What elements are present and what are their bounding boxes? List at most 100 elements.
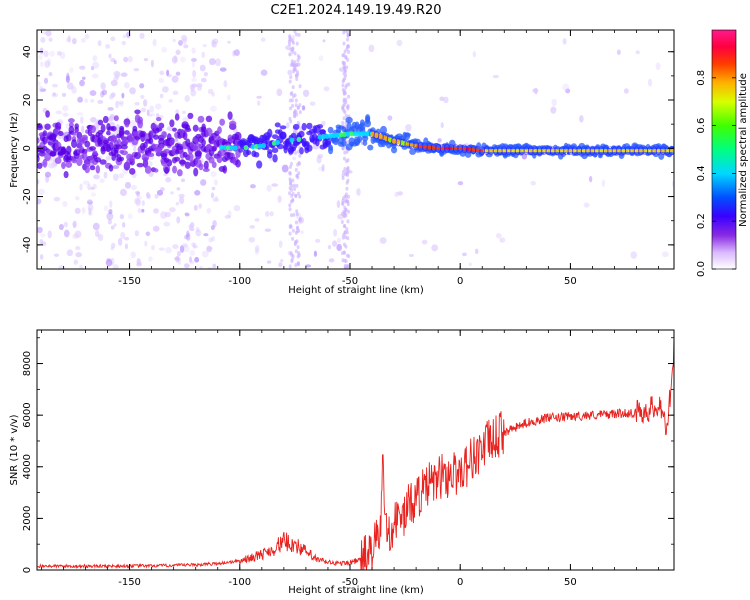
spectrogram-noise-cell bbox=[44, 171, 51, 178]
spectrogram-streak-cell bbox=[342, 64, 346, 69]
spectrogram-noise-cell bbox=[189, 83, 196, 90]
spectrogram-noise-cell bbox=[134, 230, 140, 237]
spectrogram-streak-cell bbox=[296, 262, 300, 267]
spectrogram-edge-cell bbox=[607, 146, 613, 156]
spectrogram-streak-cell bbox=[291, 254, 295, 259]
spectrogram-noise-cell bbox=[166, 74, 172, 78]
spectrogram-band-cell bbox=[128, 167, 136, 175]
spectrogram-streak-cell bbox=[290, 61, 294, 66]
spectrogram-noise-cell bbox=[40, 37, 46, 43]
spectrogram-streak-cell bbox=[296, 149, 300, 154]
spectrogram-edge-cell bbox=[616, 146, 622, 156]
spectrogram-noise-cell bbox=[67, 35, 71, 43]
spectrogram-noise-cell bbox=[321, 164, 325, 172]
spectrogram-streak-cell bbox=[342, 116, 346, 121]
spectrogram-edge-cell bbox=[395, 137, 402, 147]
spectrogram-band-cell bbox=[245, 150, 252, 156]
spectrogram-band-cell bbox=[319, 128, 326, 135]
spectrogram-streak-cell bbox=[341, 53, 345, 58]
spectrogram-streak-cell bbox=[296, 245, 300, 250]
spectrogram-band-cell bbox=[235, 159, 241, 168]
spectrogram-noise-cell bbox=[211, 92, 215, 97]
spectrogram-noise-cell bbox=[92, 222, 100, 231]
spectrogram-noise-cell bbox=[129, 87, 136, 95]
spectrogram-band-cell bbox=[108, 164, 114, 172]
spectrogram-noise-cell bbox=[48, 37, 53, 42]
spectrogram-noise-cell bbox=[150, 59, 155, 68]
spectrogram-noise-cell bbox=[172, 38, 176, 43]
spectrogram-streak-cell bbox=[294, 240, 298, 245]
spectrogram-noise-cell bbox=[588, 175, 593, 183]
spectrogram-noise-cell bbox=[110, 80, 118, 87]
spectrogram-band-cell bbox=[292, 123, 300, 130]
spectrogram-noise-cell bbox=[154, 194, 159, 199]
spectrogram-streak-cell bbox=[346, 166, 350, 171]
spectrogram-noise-cell bbox=[81, 76, 86, 80]
spectrogram-noise-cell bbox=[124, 181, 132, 189]
spectrogram-noise-cell bbox=[194, 256, 200, 263]
spectrogram-streak-cell bbox=[340, 251, 344, 256]
spectrogram-noise-cell bbox=[495, 233, 502, 239]
spectrogram-streak-cell bbox=[290, 98, 294, 103]
spectrogram-noise-cell bbox=[48, 162, 55, 169]
spectrogram-noise-cell bbox=[90, 98, 95, 103]
spectrogram-streak-cell bbox=[289, 251, 293, 256]
spectrogram-band-cell bbox=[182, 131, 188, 141]
spectrogram-band-cell bbox=[299, 147, 304, 155]
spectrogram-noise-cell bbox=[141, 200, 145, 207]
spectrogram-noise-cell bbox=[107, 219, 112, 225]
spectrogram-band-cell bbox=[45, 110, 50, 118]
spectrogram-noise-cell bbox=[43, 77, 49, 84]
colorbar-label: Normalized spectral amplitude bbox=[738, 73, 749, 227]
spectrogram-edge-cell bbox=[400, 138, 406, 148]
spectrogram-streak-cell bbox=[298, 194, 302, 199]
spectrogram-streak-cell bbox=[291, 85, 295, 90]
spectrogram-streak-cell bbox=[289, 213, 293, 218]
spectrogram-noise-cell bbox=[135, 198, 142, 207]
spectrogram-band-cell bbox=[345, 116, 353, 124]
spectrogram-streak-cell bbox=[341, 83, 345, 88]
spectrogram-noise-cell bbox=[260, 37, 266, 42]
spectrogram-noise-cell bbox=[630, 251, 638, 259]
spectrogram-noise-cell bbox=[136, 258, 141, 265]
spectrogram-streak-cell bbox=[345, 230, 349, 235]
spectrogram-noise-cell bbox=[143, 58, 149, 62]
spectrogram-band-cell bbox=[57, 131, 64, 137]
spectrogram-noise-cell bbox=[106, 212, 114, 221]
spectrogram-streak-cell bbox=[344, 259, 348, 264]
spectrogram-edge-cell bbox=[466, 144, 472, 154]
spectrogram-noise-cell bbox=[234, 49, 240, 57]
spectrogram-streak-cell bbox=[341, 198, 345, 203]
spectrogram-edge-cell bbox=[642, 146, 649, 156]
spectrogram-noise-cell bbox=[182, 38, 188, 45]
spectrogram-noise-cell bbox=[121, 40, 127, 46]
spectrogram-noise-cell bbox=[328, 258, 335, 263]
spectrogram-noise-cell bbox=[140, 95, 145, 99]
spectrogram-core-cell bbox=[462, 147, 468, 151]
spectrogram-streak-cell bbox=[291, 103, 295, 108]
spectrogram-noise-cell bbox=[110, 57, 116, 63]
spectrogram-edge-cell bbox=[541, 146, 547, 156]
spectrogram-core-cell bbox=[359, 131, 365, 137]
spectrogram-noise-cell bbox=[206, 207, 212, 214]
spectrogram-noise-cell bbox=[457, 181, 464, 186]
spectrogram-edge-cell bbox=[505, 146, 512, 156]
spectrogram-band-cell bbox=[172, 165, 178, 174]
spectrogram-noise-cell bbox=[212, 220, 217, 228]
spectrogram-ytick-label: 20 bbox=[22, 94, 33, 107]
spectrogram-streak-cell bbox=[290, 257, 294, 262]
spectrogram-streak-cell bbox=[297, 160, 301, 165]
spectrogram-band-cell bbox=[148, 137, 154, 145]
spectrogram-noise-cell bbox=[301, 105, 306, 111]
spectrogram-noise-cell bbox=[210, 192, 215, 199]
spectrogram-core-cell bbox=[296, 136, 302, 143]
spectrogram-noise-cell bbox=[133, 146, 137, 152]
spectrogram-noise-cell bbox=[249, 184, 256, 189]
spectrogram-band-cell bbox=[100, 124, 106, 133]
spectrogram-noise-cell bbox=[41, 241, 47, 247]
spectrogram-noise-cell bbox=[212, 197, 220, 203]
spectrogram-edge-cell bbox=[386, 135, 393, 144]
spectrogram-streak-cell bbox=[289, 75, 293, 80]
spectrogram-noise-cell bbox=[203, 72, 209, 77]
spectrogram-core-cell bbox=[497, 149, 503, 153]
